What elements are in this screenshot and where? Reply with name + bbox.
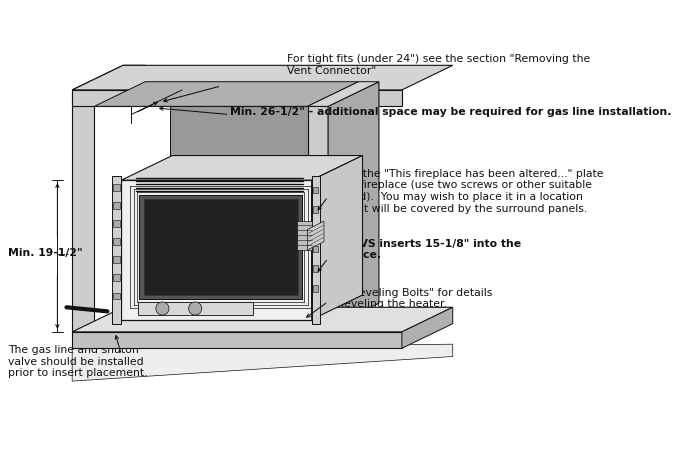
Polygon shape (72, 66, 453, 91)
Polygon shape (113, 221, 120, 227)
Text: Min. 26-1/2" - additional space may be required for gas line installation.: Min. 26-1/2" - additional space may be r… (230, 107, 671, 117)
Polygon shape (312, 177, 320, 324)
Polygon shape (113, 203, 120, 209)
Polygon shape (312, 156, 362, 320)
Polygon shape (313, 266, 318, 272)
Polygon shape (402, 307, 453, 349)
Text: Attach the "This fireplace has been altered..." plate
to the fireplace (use two : Attach the "This fireplace has been alte… (324, 169, 604, 213)
Text: Min. 19-1/2": Min. 19-1/2" (8, 247, 83, 257)
Polygon shape (313, 226, 318, 233)
Polygon shape (328, 82, 379, 328)
Polygon shape (72, 307, 453, 332)
Polygon shape (72, 91, 402, 107)
Polygon shape (297, 222, 312, 250)
Text: The DVS inserts 15-1/8" into the
fireplace.: The DVS inserts 15-1/8" into the firepla… (324, 238, 521, 260)
Polygon shape (121, 156, 362, 181)
Polygon shape (113, 275, 120, 282)
Polygon shape (72, 344, 453, 381)
Text: See "Leveling Bolts" for details
on leveling the heater.: See "Leveling Bolts" for details on leve… (324, 287, 493, 309)
Polygon shape (112, 177, 121, 324)
Polygon shape (313, 246, 318, 253)
Polygon shape (113, 257, 120, 263)
Polygon shape (113, 293, 120, 300)
Polygon shape (72, 66, 145, 91)
Polygon shape (113, 185, 120, 191)
Polygon shape (170, 82, 358, 304)
Polygon shape (138, 302, 253, 316)
Polygon shape (95, 82, 358, 107)
Polygon shape (72, 332, 402, 349)
Polygon shape (72, 91, 95, 332)
Polygon shape (144, 200, 297, 295)
Polygon shape (308, 107, 328, 328)
Polygon shape (313, 286, 318, 292)
Polygon shape (308, 222, 324, 250)
Polygon shape (121, 181, 312, 320)
Polygon shape (313, 188, 318, 194)
Text: The gas line and shutoff
valve should be installed
prior to insert placement.: The gas line and shutoff valve should be… (8, 344, 148, 377)
Polygon shape (139, 195, 302, 300)
Polygon shape (113, 239, 120, 245)
Text: For tight fits (under 24") see the section "Removing the
Vent Connector": For tight fits (under 24") see the secti… (287, 54, 591, 75)
Polygon shape (313, 207, 318, 213)
Circle shape (156, 302, 169, 315)
Polygon shape (308, 82, 379, 107)
Circle shape (188, 302, 201, 315)
